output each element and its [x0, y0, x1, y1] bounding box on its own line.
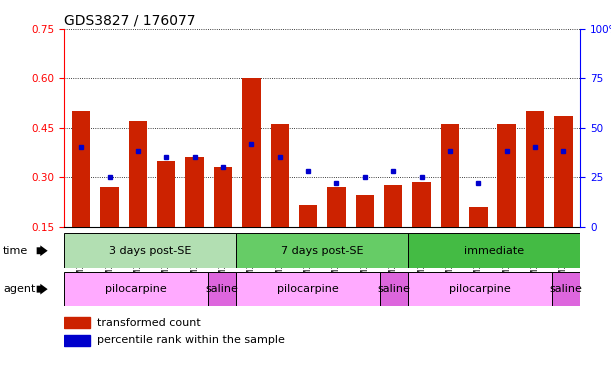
Bar — [129, 121, 147, 227]
Bar — [64, 316, 90, 328]
Bar — [441, 124, 459, 227]
Text: pilocarpine: pilocarpine — [449, 284, 511, 294]
Bar — [208, 272, 236, 306]
Bar — [72, 111, 90, 227]
Bar — [236, 233, 408, 268]
Bar — [299, 205, 317, 227]
Bar — [64, 272, 208, 306]
Text: 3 days post-SE: 3 days post-SE — [109, 246, 191, 256]
Bar — [64, 334, 90, 346]
Bar — [271, 124, 289, 227]
Text: agent: agent — [3, 284, 35, 294]
Text: 7 days post-SE: 7 days post-SE — [281, 246, 364, 256]
Bar — [552, 272, 580, 306]
Bar — [242, 78, 261, 227]
Bar — [497, 124, 516, 227]
Text: time: time — [3, 246, 28, 256]
Text: saline: saline — [378, 284, 411, 294]
Text: immediate: immediate — [464, 246, 524, 256]
Bar — [408, 272, 552, 306]
Bar — [64, 233, 236, 268]
Bar — [327, 187, 346, 227]
Bar — [157, 161, 175, 227]
Text: percentile rank within the sample: percentile rank within the sample — [97, 336, 285, 346]
Bar — [412, 182, 431, 227]
Bar — [214, 167, 232, 227]
Bar — [379, 272, 408, 306]
Bar — [526, 111, 544, 227]
Text: pilocarpine: pilocarpine — [105, 284, 167, 294]
Bar — [554, 116, 573, 227]
Bar — [100, 187, 119, 227]
Bar — [408, 233, 580, 268]
Bar — [384, 185, 403, 227]
Text: transformed count: transformed count — [97, 318, 201, 328]
Bar — [356, 195, 374, 227]
Bar — [469, 207, 488, 227]
Text: pilocarpine: pilocarpine — [277, 284, 339, 294]
Text: GDS3827 / 176077: GDS3827 / 176077 — [64, 14, 196, 28]
Bar — [185, 157, 204, 227]
Text: saline: saline — [205, 284, 238, 294]
Bar — [236, 272, 379, 306]
Text: saline: saline — [550, 284, 582, 294]
